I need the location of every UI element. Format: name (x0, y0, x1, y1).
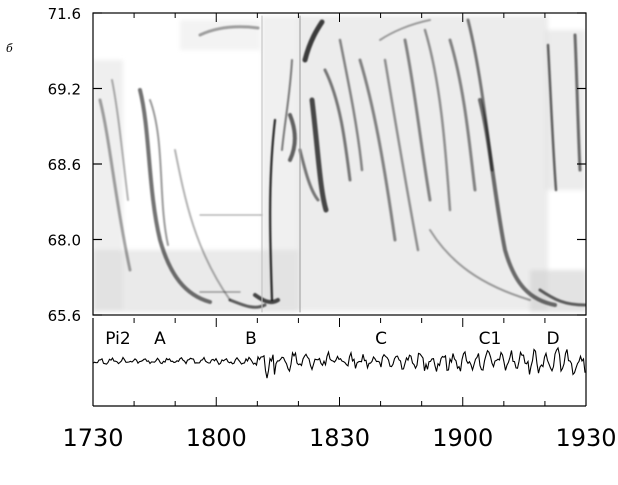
y-tick-label: 68.6 (48, 156, 81, 174)
x-tick-label: 1800 (186, 424, 247, 452)
pi2-trace (93, 346, 586, 379)
event-annotations: Pi2 A B C C1 D (105, 329, 559, 349)
y-tick-label: 71.6 (48, 5, 81, 23)
keogram-x-ticks (92, 13, 587, 22)
keogram-panel: 71.6 69.2 68.6 68.0 65.6 (48, 5, 587, 325)
keogram-auroral-streaks (98, 15, 586, 313)
x-tick-label: 1900 (432, 424, 493, 452)
annotation-label: C (375, 329, 387, 349)
panel-label: б (6, 42, 13, 55)
x-tick-label: 1930 (555, 424, 616, 452)
annotation-label: Pi2 (105, 329, 130, 349)
x-tick-label: 1830 (309, 424, 370, 452)
annotation-label: B (245, 329, 257, 349)
annotation-label: A (154, 329, 166, 349)
x-axis: 1730 1800 1830 1900 1930 (62, 318, 617, 452)
y-tick-label: 68.0 (48, 232, 81, 250)
annotation-label: D (546, 329, 559, 349)
magnetogram-panel: Pi2 A B C C1 D 1730 1800 1830 1900 1930 (62, 318, 617, 452)
y-tick-label: 69.2 (48, 81, 81, 99)
y-tick-label: 65.6 (48, 307, 81, 325)
annotation-label: C1 (479, 329, 502, 349)
keogram-y-axis: 71.6 69.2 68.6 68.0 65.6 (48, 5, 586, 325)
x-tick-label: 1730 (62, 424, 123, 452)
